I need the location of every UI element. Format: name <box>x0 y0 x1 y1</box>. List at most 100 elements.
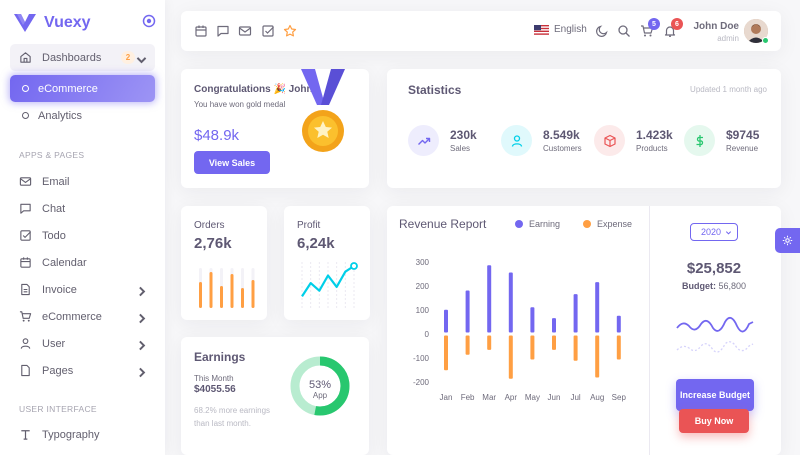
sidebar-item-email[interactable]: Email <box>10 168 155 195</box>
sidebar-item-label: eCommerce <box>42 310 102 323</box>
legend-expense-dot <box>583 220 591 228</box>
chevron-right-icon <box>139 286 146 297</box>
sidebar-item-label: Analytics <box>38 109 83 122</box>
sidebar-item-label: Typography <box>42 428 100 441</box>
statistics-card: Statistics Updated 1 month ago 230k Sale… <box>387 69 781 188</box>
sidebar-item-invoice[interactable]: Invoice <box>10 276 155 303</box>
expense-bar <box>465 335 470 355</box>
section-header-ui: USER INTERFACE <box>19 404 97 414</box>
earning-bar <box>552 318 556 333</box>
x-tick-label: Feb <box>461 393 475 402</box>
profit-last-point <box>350 262 358 270</box>
sidebar-item-label: Calendar <box>42 256 87 269</box>
mail-icon <box>19 177 32 186</box>
y-tick-label: -200 <box>413 378 430 387</box>
budget-value: 56,800 <box>718 281 747 291</box>
orders-bar <box>199 282 202 308</box>
expense-bar <box>508 335 513 379</box>
orders-bar <box>230 274 234 308</box>
language-dropdown[interactable]: English <box>534 24 587 35</box>
y-tick-label: 100 <box>416 306 430 315</box>
sidebar-item-todo[interactable]: Todo <box>10 222 155 249</box>
sidebar-item-analytics[interactable]: Analytics <box>10 102 155 129</box>
sidebar-item-label: Dashboards <box>42 51 102 64</box>
expense-bar <box>595 335 600 378</box>
earnings-pct: 68.2% <box>194 406 217 415</box>
home-icon <box>20 52 31 63</box>
donut-label: App <box>313 391 328 400</box>
donut-arc <box>290 356 350 416</box>
statistics-title: Statistics <box>408 83 462 97</box>
earning-bar <box>595 282 600 333</box>
vuexy-logo-icon <box>14 14 36 32</box>
x-tick-label: Aug <box>590 393 604 402</box>
buy-now-button[interactable]: Buy Now <box>679 409 749 433</box>
earnings-this-month: This Month <box>194 374 234 383</box>
check-square-icon[interactable] <box>261 24 275 38</box>
stat-products: 1.423k Products <box>594 125 684 159</box>
year-select[interactable]: 2020 <box>690 223 738 241</box>
calendar-icon[interactable] <box>194 24 208 38</box>
mail-icon[interactable] <box>238 24 252 38</box>
y-tick-label: 0 <box>425 330 430 339</box>
toggle-sidebar-icon[interactable] <box>142 14 156 28</box>
top-navbar: English 5 6 John Doe admin <box>181 11 781 51</box>
sidebar-item-chat[interactable]: Chat <box>10 195 155 222</box>
stat-sales: 230k Sales <box>408 125 498 159</box>
sidebar-item-label: User <box>42 337 66 350</box>
stat-value: 1.423k <box>636 128 673 142</box>
brand[interactable]: Vuexy <box>14 12 156 34</box>
star-icon[interactable] <box>283 24 297 38</box>
moon-icon[interactable] <box>595 24 609 38</box>
view-sales-button[interactable]: View Sales <box>194 151 270 174</box>
revenue-report-card: Revenue Report Earning Expense 300 200 100… <box>387 206 781 455</box>
sidebar-item-label: Email <box>42 175 70 188</box>
dollar-sign-icon <box>684 125 715 156</box>
trending-up-icon <box>408 125 439 156</box>
sidebar: Vuexy Dashboards 2 eCommerce Analytics A… <box>0 0 165 455</box>
stat-value: 8.549k <box>543 128 580 142</box>
sidebar-item-user[interactable]: User <box>10 330 155 357</box>
x-tick-label: Jul <box>570 393 580 402</box>
expense-bar <box>552 335 556 350</box>
sidebar-item-calendar[interactable]: Calendar <box>10 249 155 276</box>
avatar[interactable] <box>744 19 768 43</box>
earning-bar <box>508 272 513 333</box>
us-flag-icon <box>534 24 549 35</box>
sidebar-item-ecommerce-dashboard[interactable]: eCommerce <box>10 75 155 102</box>
message-square-icon[interactable] <box>216 24 230 38</box>
chevron-right-icon <box>139 367 146 378</box>
legend-earning: Earning <box>515 219 560 229</box>
earning-bar <box>444 309 448 333</box>
profit-line-chart <box>301 262 358 308</box>
stat-label: Customers <box>543 144 582 153</box>
earnings-donut-chart: 53% App <box>290 356 350 416</box>
orders-card: Orders 2,76k <box>181 206 267 320</box>
stat-revenue: $9745 Revenue <box>684 125 776 159</box>
profit-line <box>301 265 355 298</box>
user-name[interactable]: John Doe <box>693 21 739 32</box>
expense-bar <box>444 335 448 371</box>
user-icon <box>501 125 532 156</box>
shopping-cart-icon <box>19 311 32 322</box>
sidebar-item-label: Pages <box>42 364 74 377</box>
dashboards-count-badge: 2 <box>121 51 135 64</box>
sidebar-item-ecommerce[interactable]: eCommerce <box>10 303 155 330</box>
profit-value: 6,24k <box>297 235 335 252</box>
congratulations-subtitle: You have won gold medal <box>194 100 286 109</box>
message-square-icon <box>20 203 31 214</box>
sidebar-item-typography[interactable]: Typography <box>10 421 155 448</box>
brand-name: Vuexy <box>44 14 91 31</box>
sidebar-item-dashboards[interactable]: Dashboards 2 <box>10 44 155 71</box>
y-tick-label: 200 <box>416 282 430 291</box>
search-icon[interactable] <box>617 24 631 38</box>
type-icon <box>21 430 30 440</box>
increase-budget-button[interactable]: Increase Budget <box>676 379 754 411</box>
sidebar-item-pages[interactable]: Pages <box>10 357 155 384</box>
notification-count-badge: 6 <box>671 18 683 30</box>
earning-bar <box>530 307 535 333</box>
y-tick-label: -100 <box>413 354 430 363</box>
customizer-toggle[interactable] <box>775 228 800 253</box>
earnings-note: 68.2% more earnings than last month. <box>194 404 279 430</box>
legend-expense-label: Expense <box>597 219 633 229</box>
